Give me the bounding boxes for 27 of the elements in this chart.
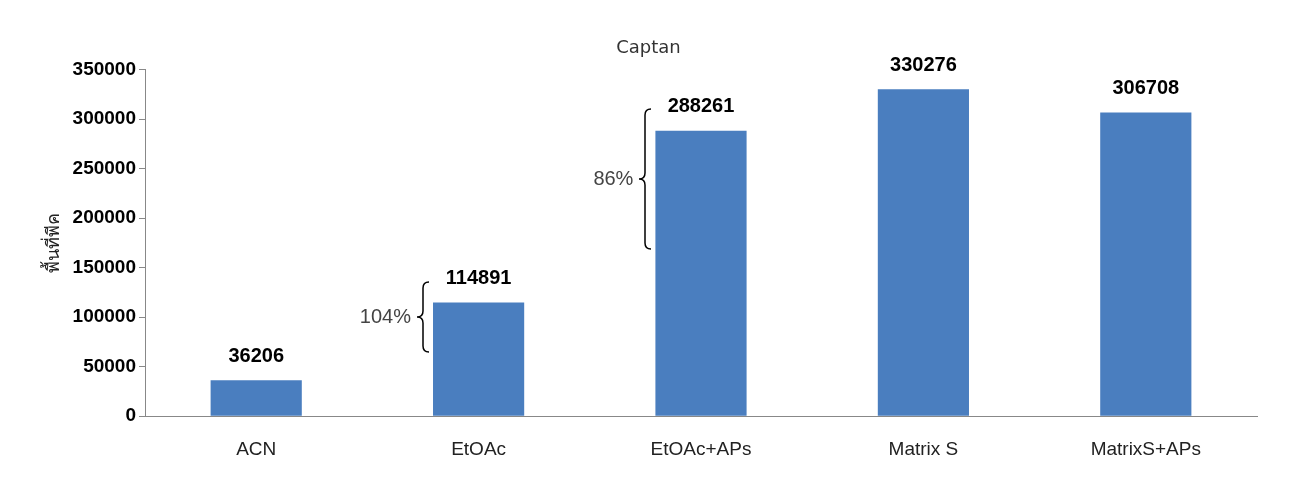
y-tick-label: 250000 — [72, 156, 136, 178]
y-tick-label: 100000 — [72, 305, 136, 327]
bar — [433, 302, 525, 416]
x-tick-label: Matrix S — [888, 437, 959, 459]
y-tick-label: 50000 — [83, 354, 136, 376]
bar — [655, 130, 747, 416]
data-label: 36206 — [228, 343, 285, 366]
y-tick-label: 300000 — [72, 107, 136, 129]
bar — [877, 89, 969, 416]
y-tick-label: 150000 — [72, 255, 136, 277]
bar — [1100, 112, 1192, 416]
data-label: 306708 — [1112, 75, 1180, 98]
x-tick-label: EtOAc — [451, 437, 507, 459]
chart-title: Captan — [616, 36, 681, 58]
x-tick-label: ACN — [236, 437, 277, 459]
y-axis-title: พื้นที่พีค — [40, 212, 64, 273]
data-label: 330276 — [890, 52, 957, 75]
data-label: 114891 — [445, 265, 512, 288]
x-tick-label: MatrixS+APs — [1090, 437, 1201, 459]
annotation: 86% — [593, 166, 634, 189]
y-tick-label: 200000 — [72, 206, 136, 228]
bar — [210, 380, 302, 416]
data-label: 288261 — [667, 94, 735, 117]
x-tick-label: EtOAc+APs — [650, 437, 752, 459]
y-tick-label: 0 — [125, 404, 136, 426]
annotation: 104% — [359, 304, 412, 327]
y-tick-label: 350000 — [72, 57, 136, 79]
